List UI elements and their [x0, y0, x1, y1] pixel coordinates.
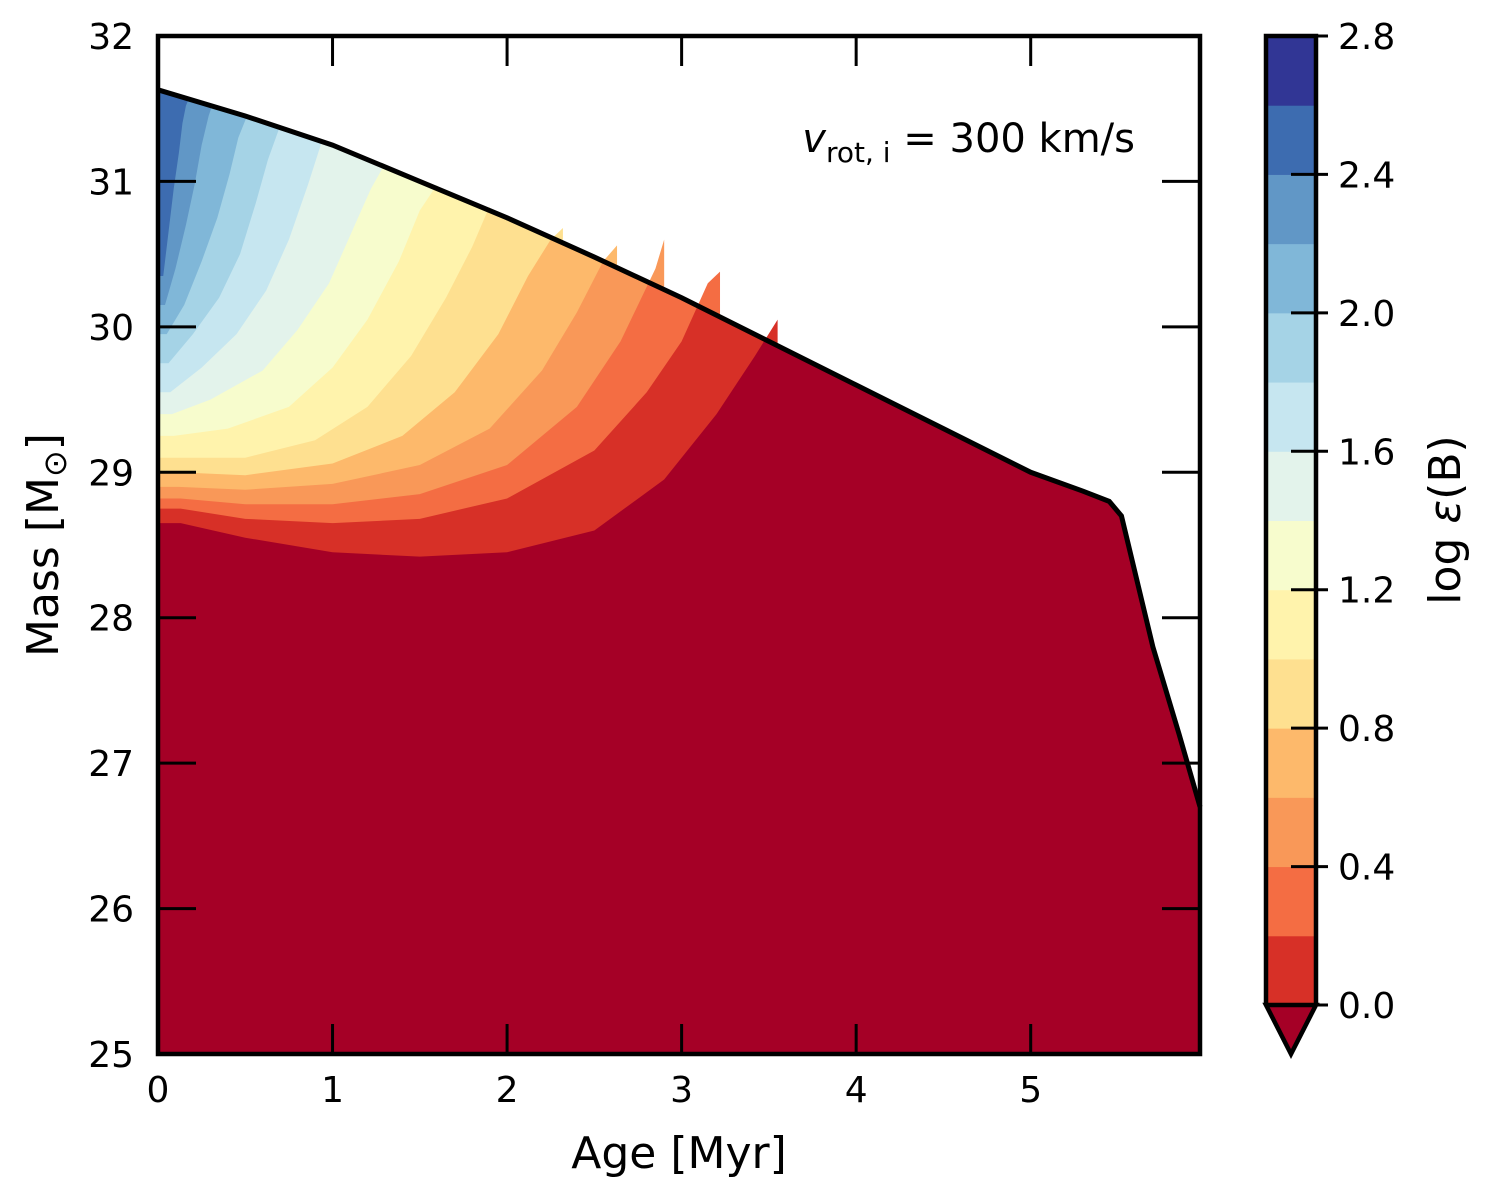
- colorbar-tick-label: 1.6: [1338, 432, 1395, 473]
- surface-mass-curve: [157, 87, 1203, 808]
- y-tick-label: 31: [88, 162, 134, 203]
- y-tick-label: 32: [88, 17, 134, 58]
- colorbar-tick-label: 2.4: [1338, 155, 1395, 196]
- colorbar-band-1.4: [1266, 451, 1316, 521]
- colorbar-tick-label: 2.8: [1338, 17, 1395, 58]
- x-tick-label: 2: [496, 1070, 519, 1111]
- axes: 0 1 2 3 4 5 25 26 27 28 29 30 31 32: [88, 17, 1203, 1111]
- plot-frame: [155, 33, 1203, 1057]
- colorbar-band-0.6: [1266, 728, 1316, 798]
- x-axis-title: Age [Myr]: [571, 1128, 787, 1179]
- x-tick-label: 4: [845, 1070, 868, 1111]
- colorbar-band-1.8: [1266, 312, 1316, 383]
- y-tick-label: 30: [88, 308, 134, 349]
- colorbar-band-1.0: [1266, 589, 1316, 660]
- colorbar-tick-label: 2.0: [1338, 294, 1395, 335]
- y-tick-label: 25: [88, 1035, 134, 1076]
- contour-fill-layer: [158, 89, 1200, 1054]
- colorbar-extend-min: [1262, 1002, 1320, 1059]
- colorbar-label: log ε(B): [1420, 435, 1471, 604]
- colorbar-band-0.2: [1266, 866, 1316, 937]
- x-tick-label: 5: [1019, 1070, 1042, 1111]
- y-tick-label: 27: [88, 744, 134, 785]
- colorbar: 0.0 0.4 0.8 1.2 1.6 2.0 2.4 2.8: [1262, 17, 1395, 1059]
- colorbar-tick-label: 0.4: [1338, 848, 1395, 889]
- colorbar-band-1.6: [1266, 382, 1316, 452]
- colorbar-band-0.4: [1266, 797, 1316, 868]
- y-tick-label: 29: [88, 453, 134, 494]
- velocity-annotation: vrot, i = 300 km/s: [802, 116, 1135, 169]
- colorbar-tick-label: 0.0: [1338, 986, 1395, 1027]
- colorbar-tick-label: 0.8: [1338, 709, 1395, 750]
- x-tick-label: 3: [670, 1070, 693, 1111]
- colorbar-band-0.0: [1266, 935, 1316, 1006]
- y-axis-title: Mass [M⊙]: [18, 433, 74, 657]
- x-tick-label: 1: [321, 1070, 344, 1111]
- colorbar-band-0.8: [1266, 658, 1316, 729]
- colorbar-tick-label: 1.2: [1338, 571, 1395, 612]
- colorbar-band-2.2: [1266, 174, 1316, 245]
- y-tick-label: 26: [88, 890, 134, 931]
- y-tick-label: 28: [88, 599, 134, 640]
- colorbar-band-2.4: [1266, 105, 1316, 175]
- colorbar-band-1.2: [1266, 520, 1316, 591]
- colorbar-band-2.0: [1266, 243, 1316, 314]
- colorbar-band-2.6: [1266, 36, 1316, 106]
- x-tick-label: 0: [147, 1070, 170, 1111]
